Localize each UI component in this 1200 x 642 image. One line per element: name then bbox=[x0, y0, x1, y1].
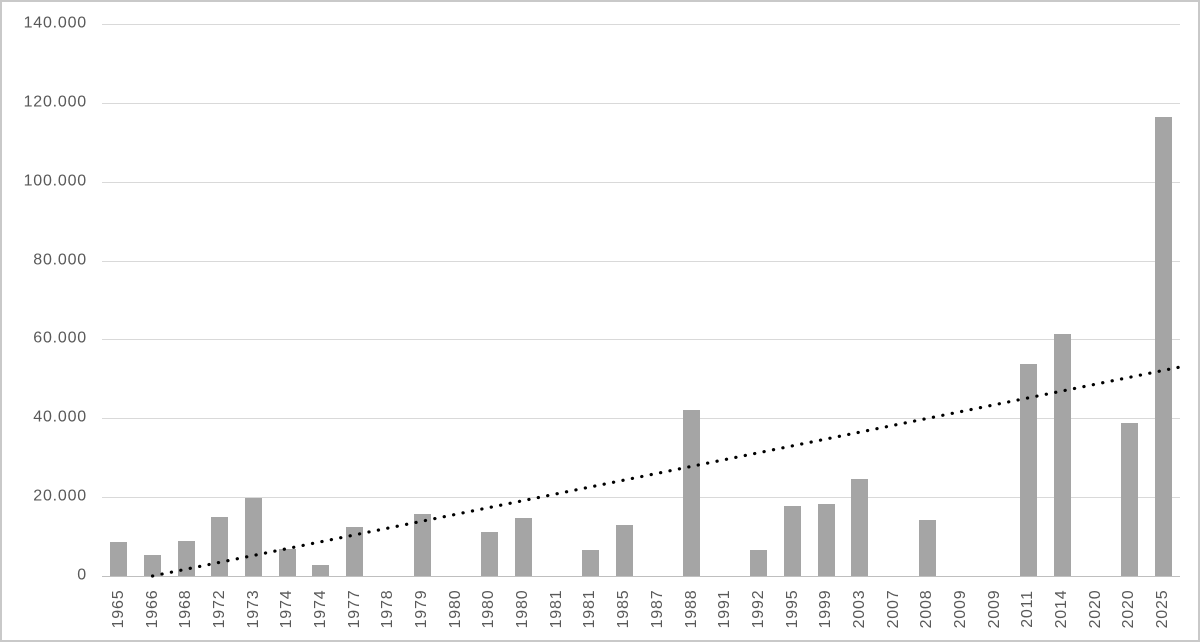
x-axis-tick-label: 1987 bbox=[648, 589, 666, 629]
gridline bbox=[102, 261, 1180, 262]
bar-2020 bbox=[1120, 423, 1138, 576]
bar-1974 bbox=[312, 564, 330, 576]
x-axis-tick-label: 1981 bbox=[581, 589, 599, 629]
x-axis-tick-label: 1995 bbox=[783, 589, 801, 629]
bar-1974 bbox=[278, 548, 296, 576]
x-axis-tick-label: 2025 bbox=[1154, 589, 1172, 629]
x-axis-tick-label: 1988 bbox=[682, 589, 700, 629]
x-axis-tick-label: 1978 bbox=[379, 589, 397, 629]
x-axis-tick-label: 2014 bbox=[1053, 589, 1071, 629]
y-axis-tick-label: 0 bbox=[77, 566, 87, 584]
x-axis-tick-label: 1991 bbox=[716, 589, 734, 629]
bar-1972 bbox=[211, 517, 229, 576]
bar-1981 bbox=[581, 550, 599, 576]
x-axis-tick-label: 2009 bbox=[952, 589, 970, 629]
y-axis-tick-label: 80.000 bbox=[33, 251, 87, 269]
x-axis-tick-label: 1977 bbox=[345, 589, 363, 629]
bar-1973 bbox=[245, 497, 263, 576]
y-axis-tick-label: 120.000 bbox=[23, 93, 87, 111]
gridline bbox=[102, 103, 1180, 104]
x-axis-tick-label: 2008 bbox=[918, 589, 936, 629]
bar-1992 bbox=[750, 550, 768, 576]
bar-1968 bbox=[177, 540, 195, 576]
x-axis-tick-label: 1979 bbox=[413, 589, 431, 629]
bar-1999 bbox=[817, 503, 835, 576]
gridline bbox=[102, 339, 1180, 340]
x-axis-tick-label: 1985 bbox=[615, 589, 633, 629]
y-axis-tick-label: 60.000 bbox=[33, 330, 87, 348]
x-axis-tick-label: 1965 bbox=[109, 589, 127, 629]
bar-1980 bbox=[480, 531, 498, 576]
x-axis-tick-label: 1973 bbox=[244, 589, 262, 629]
bar-1995 bbox=[784, 505, 802, 576]
x-axis-tick-label: 2020 bbox=[1086, 589, 1104, 629]
x-axis-tick-label: 2011 bbox=[1019, 590, 1037, 628]
x-axis-tick-label: 1974 bbox=[278, 589, 296, 629]
x-axis-tick-label: 1974 bbox=[311, 589, 329, 629]
bar-2011 bbox=[1019, 363, 1037, 576]
bar-2014 bbox=[1053, 333, 1071, 576]
x-axis-tick-label: 1992 bbox=[749, 589, 767, 629]
gridline bbox=[102, 24, 1180, 25]
bar-1985 bbox=[615, 524, 633, 576]
bar-1979 bbox=[413, 514, 431, 576]
bar-2008 bbox=[918, 520, 936, 576]
y-axis-tick-label: 140.000 bbox=[23, 14, 87, 32]
x-axis-tick-label: 2003 bbox=[850, 589, 868, 629]
gridline bbox=[102, 497, 1180, 498]
bar-2025 bbox=[1154, 116, 1172, 576]
x-axis-tick-label: 2007 bbox=[884, 589, 902, 629]
bar-1965 bbox=[110, 542, 128, 576]
bar-1977 bbox=[346, 527, 364, 576]
bar-1980 bbox=[514, 518, 532, 576]
y-axis-tick-label: 100.000 bbox=[23, 172, 87, 190]
x-axis-line bbox=[102, 576, 1180, 577]
bar-2003 bbox=[851, 478, 869, 576]
x-axis-tick-label: 1999 bbox=[817, 589, 835, 629]
x-axis-tick-label: 1980 bbox=[480, 589, 498, 629]
gridline bbox=[102, 418, 1180, 419]
x-axis-tick-label: 1981 bbox=[547, 589, 565, 629]
x-axis-tick-label: 1980 bbox=[446, 589, 464, 629]
x-axis-tick-label: 1972 bbox=[210, 589, 228, 629]
x-axis-tick-label: 1966 bbox=[143, 589, 161, 629]
x-axis-tick-label: 1980 bbox=[514, 589, 532, 629]
bar-1966 bbox=[144, 554, 162, 576]
y-axis-tick-label: 20.000 bbox=[33, 487, 87, 505]
x-axis-tick-label: 2009 bbox=[985, 589, 1003, 629]
x-axis-tick-label: 2020 bbox=[1120, 589, 1138, 629]
gridline bbox=[102, 182, 1180, 183]
y-axis-tick-label: 40.000 bbox=[33, 408, 87, 426]
bar-1988 bbox=[683, 410, 701, 576]
x-axis-tick-label: 1968 bbox=[177, 589, 195, 629]
